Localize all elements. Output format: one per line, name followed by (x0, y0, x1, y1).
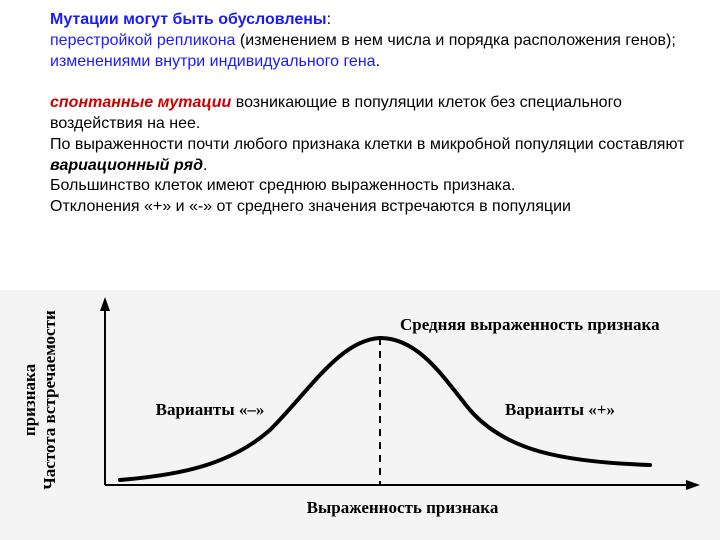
line7: Отклонения «+» и «-» от среднего значени… (50, 198, 571, 215)
body-text: Мутации могут быть обусловлены: перестро… (50, 10, 690, 218)
svg-text:Выраженность признака: Выраженность признака (307, 498, 499, 517)
svg-text:Средняя выраженность признака: Средняя выраженность признака (400, 315, 660, 334)
line5-dot: . (203, 157, 207, 174)
line3-blue: изменениями внутри индивидуального гена (50, 53, 376, 70)
line2-rest: (изменением в нем числа и порядка распол… (235, 32, 675, 49)
line2-first-letter: п (50, 32, 59, 49)
svg-text:признака: признака (20, 363, 39, 436)
svg-text:Частота встречаемости: Частота встречаемости (40, 310, 59, 490)
chart: Частота встречаемостипризнака Выраженност… (0, 290, 720, 540)
title: Мутации могут быть обусловлены (50, 11, 327, 28)
line2-blue: ерестройкой репликона (59, 32, 236, 49)
chart-svg: Частота встречаемостипризнака Выраженност… (0, 290, 720, 540)
line5-bold: вариационный ряд (50, 157, 203, 174)
svg-text:Варианты «–»: Варианты «–» (156, 400, 265, 419)
line4-red: спонтанные мутации (50, 94, 231, 111)
slide: Мутации могут быть обусловлены: перестро… (0, 0, 720, 540)
line3-dot: . (376, 53, 380, 70)
svg-text:Варианты «+»: Варианты «+» (505, 400, 615, 419)
title-colon: : (327, 11, 331, 28)
line6: Большинство клеток имеют среднюю выражен… (50, 177, 515, 194)
line5-pre: По выраженности почти любого признака кл… (50, 136, 684, 153)
